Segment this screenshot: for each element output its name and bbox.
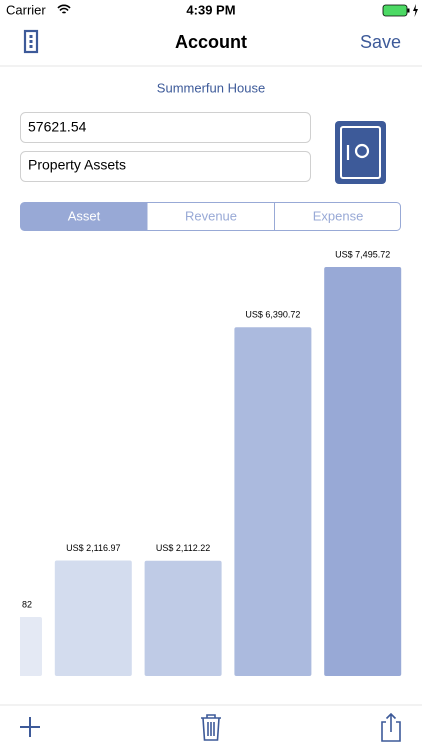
value-label: US$ 7,495.72 — [335, 249, 390, 259]
add-button[interactable] — [20, 717, 40, 737]
battery-icon — [382, 4, 408, 17]
save-button[interactable]: Save — [360, 32, 401, 52]
name-text: Property Assets — [28, 157, 126, 173]
name-field[interactable] — [20, 151, 311, 182]
wifi-icon — [57, 4, 71, 14]
account-group: Summerfun House — [157, 80, 265, 95]
segment-expense[interactable]: Expense — [313, 208, 364, 223]
share-button[interactable] — [381, 712, 401, 742]
carrier: Carrier — [6, 2, 46, 17]
battery-tip — [407, 8, 410, 13]
nav-title: Account — [175, 32, 247, 52]
segment-selected — [20, 202, 148, 231]
value-label: US$ 6,390.72 — [245, 310, 300, 320]
value-label: 82 — [22, 599, 32, 609]
menu-button[interactable] — [23, 29, 39, 54]
bar — [144, 560, 222, 676]
segment-revenue[interactable]: Revenue — [185, 208, 237, 223]
trash-button[interactable] — [201, 714, 221, 741]
bar — [234, 327, 312, 676]
value-label: US$ 2,116.97 — [66, 543, 120, 553]
bar — [20, 616, 42, 676]
bar — [324, 267, 402, 676]
segment-asset[interactable]: Asset — [68, 208, 101, 223]
amount-field[interactable] — [20, 112, 311, 143]
clock: 4:39 PM — [186, 2, 235, 17]
account-icon[interactable] — [335, 121, 386, 184]
amount-text: 57621.54 — [28, 119, 87, 135]
value-label: US$ 2,112.22 — [156, 543, 210, 553]
bar — [54, 560, 132, 676]
charging-icon — [413, 4, 418, 17]
